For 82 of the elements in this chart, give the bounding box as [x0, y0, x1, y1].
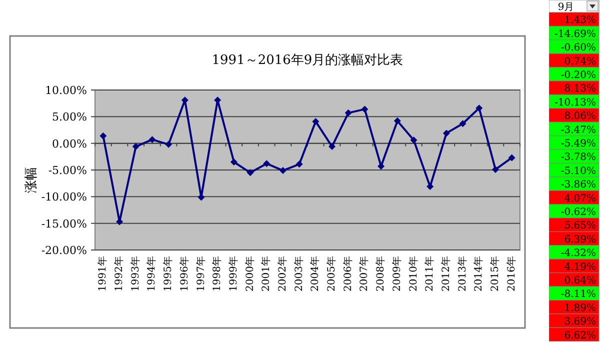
text: -8.11%: [560, 289, 596, 300]
point: [312, 118, 320, 125]
text: 1.43%: [564, 15, 596, 26]
x-tick-label: 2014年: [472, 256, 485, 292]
point: [442, 130, 450, 137]
x-tick-label: 1994年: [146, 256, 158, 292]
point: [230, 158, 238, 166]
text: -3.86%: [560, 180, 596, 191]
text: -3.78%: [560, 152, 596, 164]
x-tick-label: 2012年: [440, 256, 452, 292]
y-tick-label: -5.00%: [48, 164, 87, 177]
text: 4.19%: [564, 262, 596, 273]
x-tick-label: 1992年: [113, 256, 126, 292]
point: [263, 160, 270, 168]
text: -0.20%: [560, 70, 596, 81]
x-tick-label: 1991年: [96, 256, 109, 292]
point: [410, 136, 418, 144]
x-tick-label: 2001年: [260, 256, 272, 292]
x-tick-label: 2013年: [456, 256, 468, 292]
point: [459, 120, 466, 128]
x-tick-label: 1999年: [227, 256, 240, 292]
y-tick-label: -20.00%: [41, 244, 87, 257]
x-tick-label: 2015年: [488, 256, 501, 292]
text: 3.69%: [564, 316, 596, 328]
text: -3.47%: [560, 124, 596, 136]
x-tick-label: 2002年: [276, 256, 288, 292]
text: -5.49%: [560, 138, 596, 150]
x-tick-label: 2008年: [374, 256, 387, 292]
point: [508, 154, 516, 162]
point: [148, 136, 156, 144]
x-tick-label: 2003年: [292, 256, 305, 292]
x-tick-label: 2006年: [342, 256, 354, 292]
point: [426, 183, 434, 190]
point: [165, 140, 172, 148]
y-tick-label: 10.00%: [45, 84, 87, 97]
text: 9月: [558, 2, 574, 13]
x-tick-label: 2009年: [390, 256, 403, 292]
x-tick-label: 1998年: [211, 256, 224, 292]
point: [476, 104, 483, 112]
point: [394, 117, 401, 124]
text: -0.60%: [560, 42, 596, 54]
x-tick-label: 1993年: [129, 256, 142, 292]
x-tick-label: 2011年: [424, 256, 436, 292]
y-axis-title: 涨幅: [24, 167, 39, 193]
text: 0.64%: [564, 276, 596, 286]
x-tick-label: 2016年: [505, 256, 518, 292]
point: [100, 132, 107, 140]
x-tick-label: 1995年: [162, 256, 174, 292]
x-tick-label: 1996年: [178, 256, 190, 292]
y-tick-label: 0.00%: [52, 137, 87, 150]
x-tick-label: 2010年: [407, 256, 420, 292]
text: 1.89%: [564, 302, 596, 314]
point: [492, 166, 499, 173]
text: -14.69%: [554, 28, 596, 40]
y-tick-label: -15.00%: [41, 217, 87, 230]
x-tick-label: 2005年: [326, 256, 338, 292]
point: [361, 106, 368, 113]
x-tick-label: 2007年: [358, 256, 370, 292]
text: 6.39%: [564, 234, 596, 246]
text: -0.62%: [560, 207, 596, 218]
text: 0.74%: [564, 56, 596, 68]
text: 4.07%: [564, 193, 596, 204]
text: 6.62%: [564, 330, 596, 342]
point: [296, 160, 303, 168]
point: [246, 169, 254, 176]
x-tick-label: 1997年: [194, 256, 207, 292]
y-tick-label: -10.00%: [41, 190, 87, 204]
chart-title: 1991～2016年9月的涨幅对比表: [212, 53, 404, 68]
text: -10.13%: [554, 97, 596, 108]
point: [279, 167, 286, 174]
x-tick-label: 2004年: [309, 256, 322, 292]
point: [378, 162, 385, 170]
text: 5.65%: [564, 220, 596, 232]
point: [132, 143, 140, 150]
point: [344, 109, 352, 116]
point: [328, 143, 336, 150]
text: 8.13%: [564, 84, 596, 95]
y-tick-label: 5.00%: [52, 110, 87, 124]
text: -4.32%: [560, 248, 596, 260]
text: -5.10%: [560, 166, 596, 177]
text: 8.06%: [564, 111, 596, 122]
x-tick-label: 2000年: [244, 256, 256, 292]
